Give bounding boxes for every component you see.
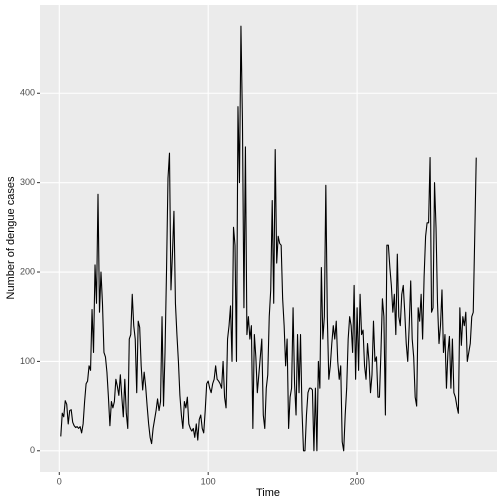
- y-tick-label: 400: [20, 88, 35, 98]
- y-tick-label: 200: [20, 266, 35, 276]
- x-tick-label: 100: [201, 476, 216, 486]
- x-tick-label: 0: [57, 476, 62, 486]
- y-axis-title: Number of dengue cases: [5, 176, 17, 299]
- data-line: [60, 25, 477, 452]
- y-tick-label: 300: [20, 177, 35, 187]
- x-tick-label: 200: [350, 476, 365, 486]
- x-axis-title: Time: [256, 487, 280, 499]
- y-tick-label: 0: [30, 445, 35, 455]
- panel: [40, 5, 497, 472]
- y-tick-label: 100: [20, 356, 35, 366]
